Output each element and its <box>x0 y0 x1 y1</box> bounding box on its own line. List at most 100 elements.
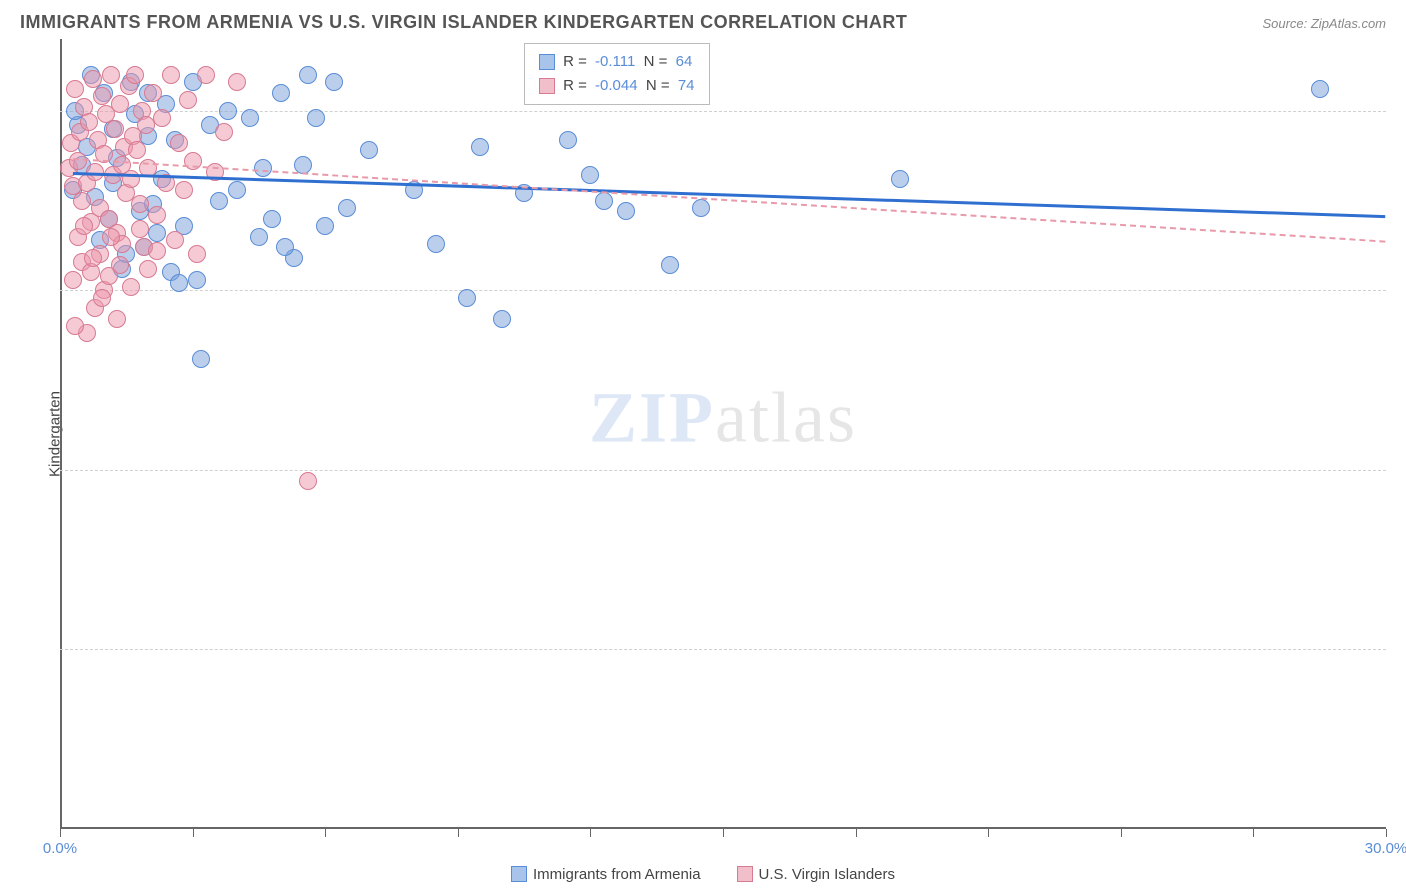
y-axis-line <box>60 39 62 829</box>
data-point <box>192 350 210 368</box>
data-point <box>111 256 129 274</box>
gridline <box>60 470 1386 471</box>
legend-swatch <box>511 866 527 882</box>
chart-title: IMMIGRANTS FROM ARMENIA VS U.S. VIRGIN I… <box>20 12 907 33</box>
data-point <box>228 73 246 91</box>
data-point <box>215 123 233 141</box>
legend-swatch <box>539 78 555 94</box>
data-point <box>128 141 146 159</box>
plot-region: ZIPatlas R = -0.111 N = 64R = -0.044 N =… <box>60 39 1386 829</box>
gridline <box>60 290 1386 291</box>
data-point <box>272 84 290 102</box>
data-point <box>106 120 124 138</box>
data-point <box>241 109 259 127</box>
data-point <box>153 109 171 127</box>
data-point <box>360 141 378 159</box>
data-point <box>93 87 111 105</box>
data-point <box>66 80 84 98</box>
gridline <box>60 111 1386 112</box>
data-point <box>188 245 206 263</box>
data-point <box>64 271 82 289</box>
data-point <box>102 228 120 246</box>
legend-text: R = -0.044 N = 74 <box>563 74 694 98</box>
data-point <box>188 271 206 289</box>
data-point <box>294 156 312 174</box>
data-point <box>692 199 710 217</box>
data-point <box>250 228 268 246</box>
data-point <box>595 192 613 210</box>
data-point <box>325 73 343 91</box>
data-point <box>338 199 356 217</box>
data-point <box>126 66 144 84</box>
data-point <box>493 310 511 328</box>
data-point <box>102 66 120 84</box>
data-point <box>93 289 111 307</box>
data-point <box>73 192 91 210</box>
source-label: Source: ZipAtlas.com <box>1262 16 1386 31</box>
data-point <box>170 274 188 292</box>
data-point <box>471 138 489 156</box>
data-point <box>254 159 272 177</box>
data-point <box>122 278 140 296</box>
data-point <box>108 310 126 328</box>
data-point <box>84 249 102 267</box>
x-tick-mark <box>590 829 591 837</box>
legend-row: R = -0.044 N = 74 <box>539 74 694 98</box>
data-point <box>197 66 215 84</box>
data-point <box>84 70 102 88</box>
x-tick-mark <box>1121 829 1122 837</box>
legend-swatch <box>539 54 555 70</box>
data-point <box>427 235 445 253</box>
data-point <box>559 131 577 149</box>
data-point <box>139 260 157 278</box>
x-tick-mark <box>60 829 61 837</box>
watermark-zip: ZIP <box>589 378 715 458</box>
bottom-legend-item: U.S. Virgin Islanders <box>737 866 895 883</box>
legend-text: R = -0.111 N = 64 <box>563 50 692 74</box>
data-point <box>148 242 166 260</box>
data-point <box>661 256 679 274</box>
data-point <box>162 66 180 84</box>
x-tick-label: 30.0% <box>1365 840 1406 857</box>
gridline <box>60 649 1386 650</box>
data-point <box>581 166 599 184</box>
x-tick-mark <box>193 829 194 837</box>
data-point <box>80 113 98 131</box>
x-tick-mark <box>458 829 459 837</box>
x-tick-mark <box>1386 829 1387 837</box>
x-tick-label: 0.0% <box>43 840 77 857</box>
x-tick-mark <box>856 829 857 837</box>
data-point <box>175 181 193 199</box>
data-point <box>219 102 237 120</box>
data-point <box>458 289 476 307</box>
data-point <box>69 152 87 170</box>
data-point <box>131 195 149 213</box>
x-tick-mark <box>325 829 326 837</box>
legend-row: R = -0.111 N = 64 <box>539 50 694 74</box>
data-point <box>179 91 197 109</box>
chart-area: Kindergarten ZIPatlas R = -0.111 N = 64R… <box>60 39 1386 829</box>
trend-line <box>73 158 1386 243</box>
data-point <box>148 224 166 242</box>
data-point <box>617 202 635 220</box>
data-point <box>170 134 188 152</box>
data-point <box>131 220 149 238</box>
data-point <box>891 170 909 188</box>
data-point <box>316 217 334 235</box>
data-point <box>111 95 129 113</box>
data-point <box>1311 80 1329 98</box>
correlation-legend: R = -0.111 N = 64R = -0.044 N = 74 <box>524 43 709 105</box>
bottom-legend-label: U.S. Virgin Islanders <box>759 866 895 883</box>
data-point <box>276 238 294 256</box>
data-point <box>166 231 184 249</box>
data-point <box>299 472 317 490</box>
data-point <box>148 206 166 224</box>
data-point <box>75 217 93 235</box>
x-tick-mark <box>988 829 989 837</box>
watermark-atlas: atlas <box>715 378 857 458</box>
bottom-legend-label: Immigrants from Armenia <box>533 866 701 883</box>
data-point <box>263 210 281 228</box>
data-point <box>66 317 84 335</box>
data-point <box>210 192 228 210</box>
bottom-legend: Immigrants from Armenia U.S. Virgin Islan… <box>0 866 1406 887</box>
